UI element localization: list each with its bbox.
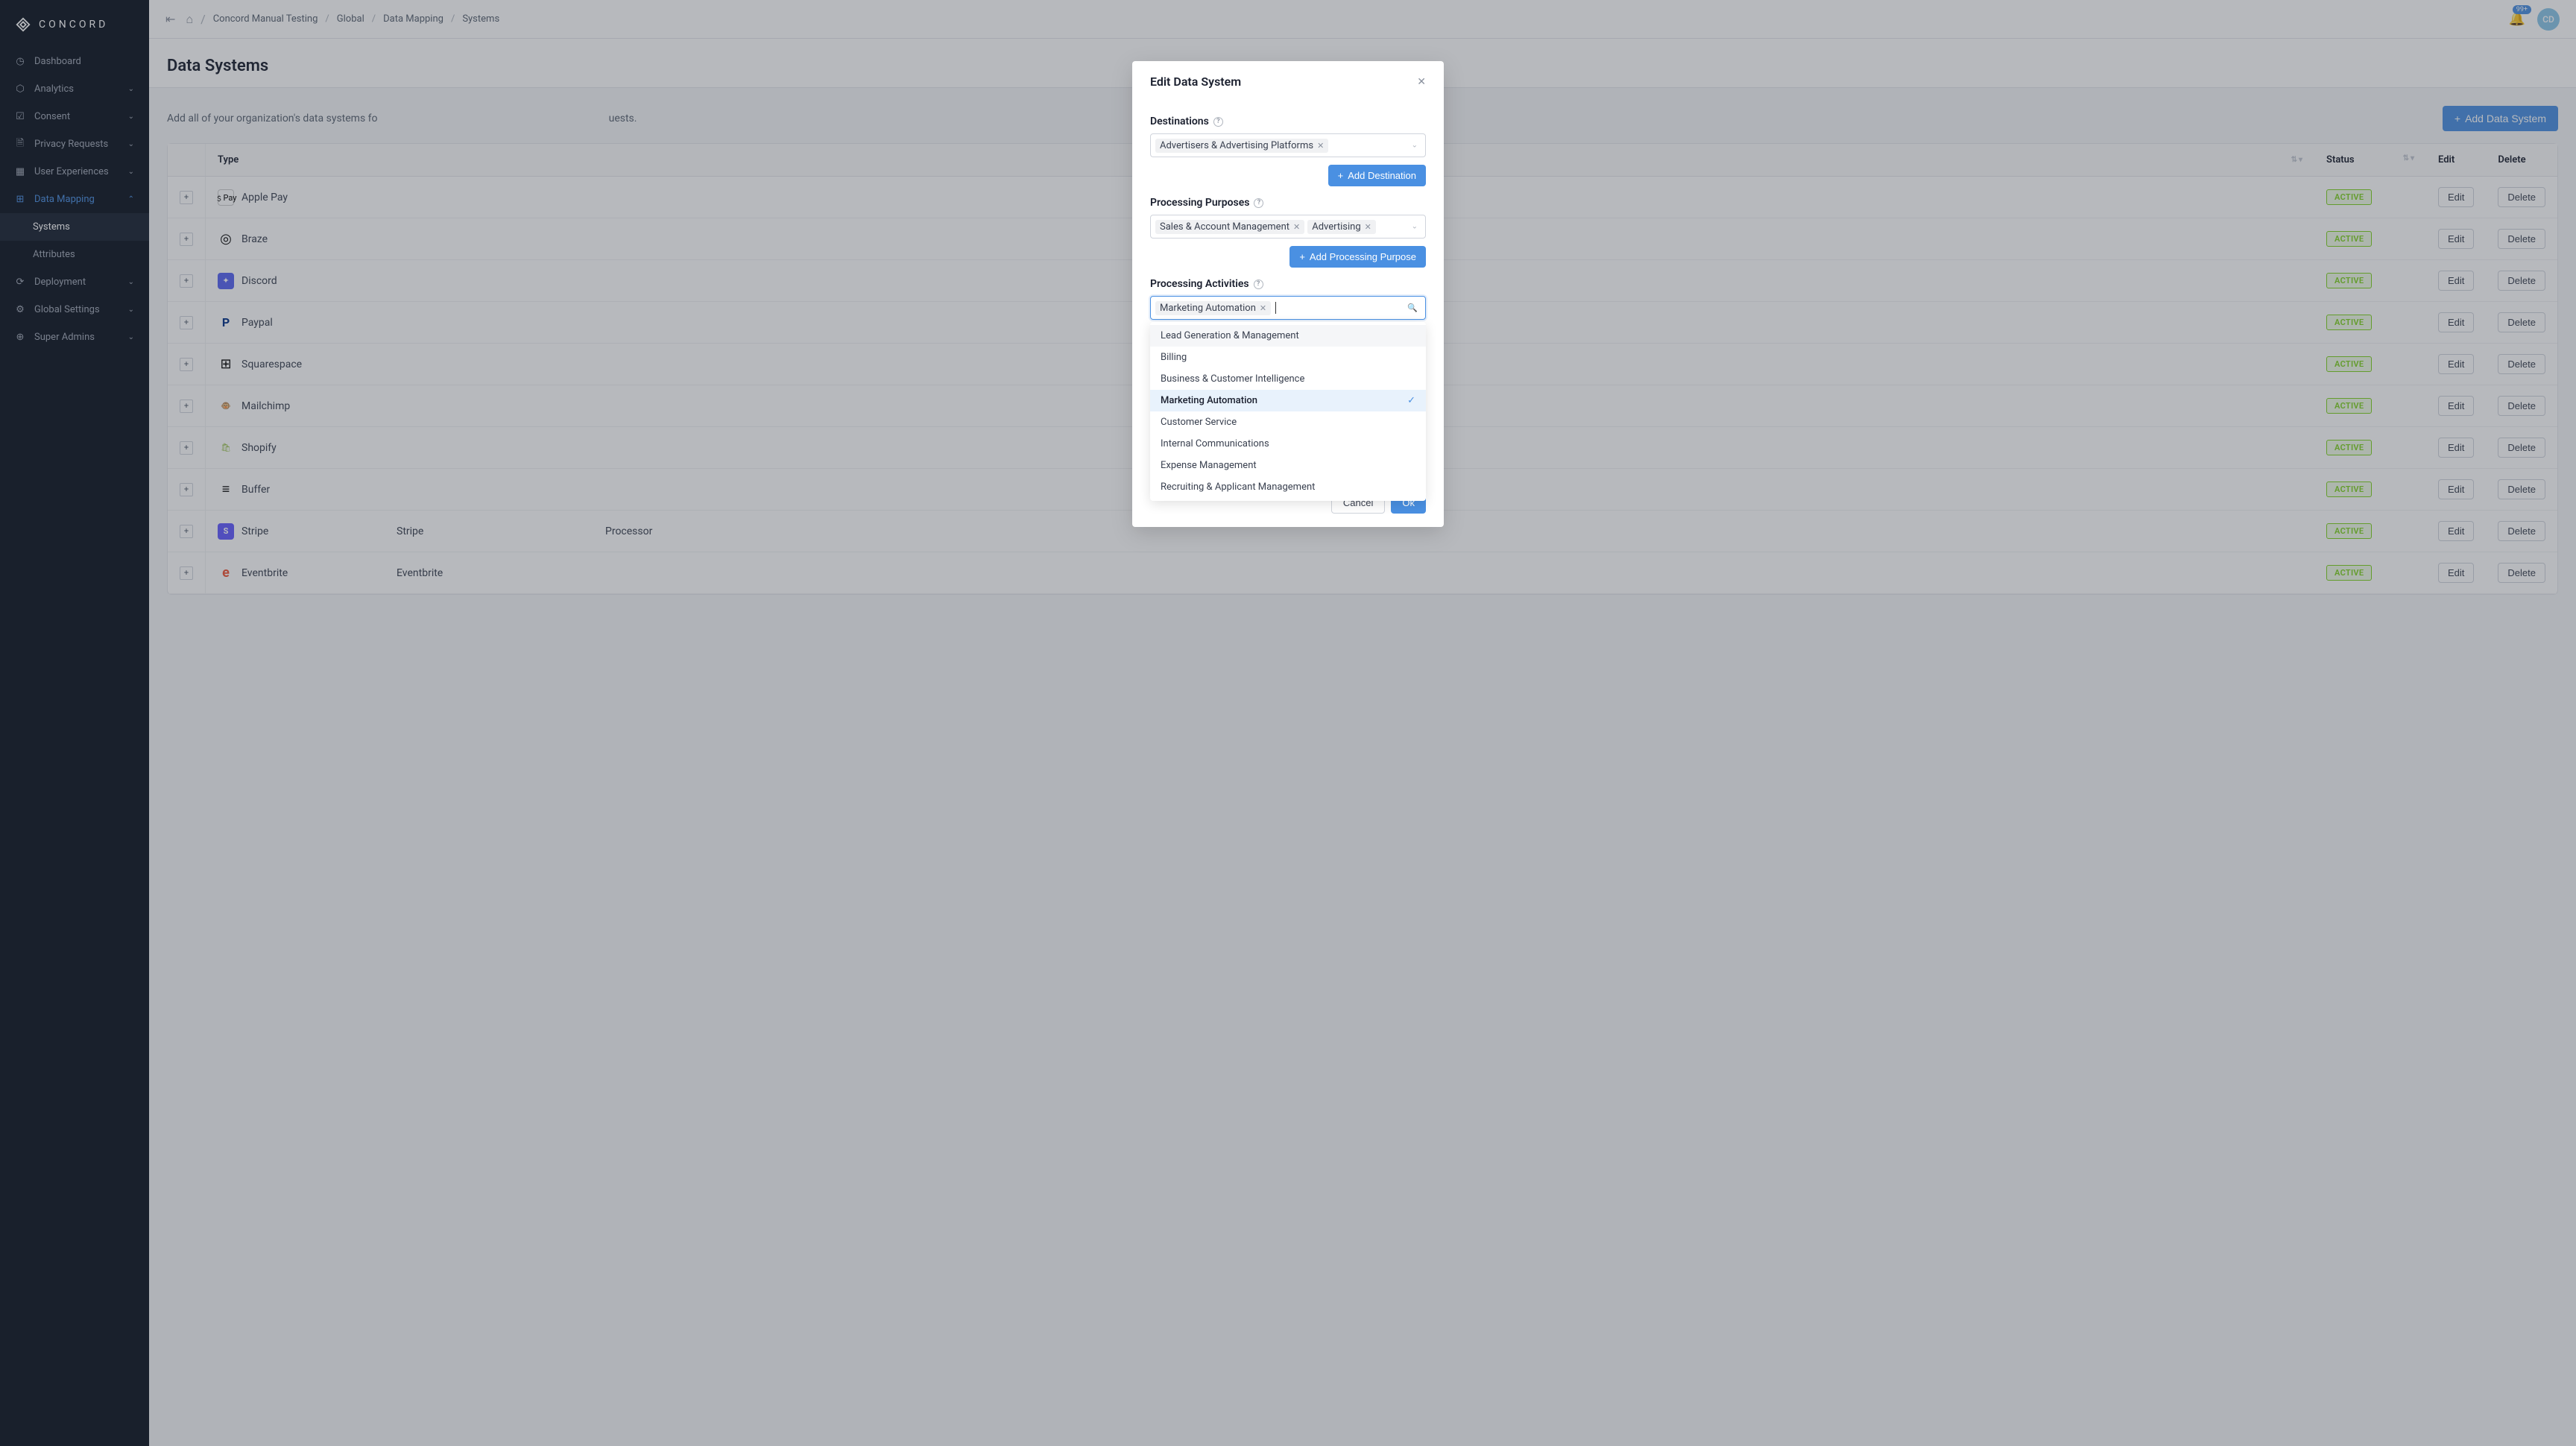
plus-icon: + [1338, 170, 1344, 181]
edit-data-system-modal: Edit Data System ✕ Destinations ? Advert… [1132, 61, 1444, 527]
activities-select[interactable]: Marketing Automation ✕ 🔍 [1150, 296, 1426, 320]
help-icon[interactable]: ? [1254, 280, 1263, 289]
purpose-tag: Sales & Account Management ✕ [1155, 220, 1304, 234]
modal-overlay[interactable]: Edit Data System ✕ Destinations ? Advert… [0, 0, 2576, 1446]
text-cursor [1275, 302, 1276, 314]
search-icon: 🔍 [1407, 303, 1418, 313]
purposes-select[interactable]: Sales & Account Management ✕ Advertising… [1150, 215, 1426, 239]
add-purpose-button[interactable]: + Add Processing Purpose [1289, 246, 1426, 268]
chevron-down-icon: ⌄ [1412, 223, 1418, 231]
activities-label: Processing Activities ? [1150, 278, 1426, 290]
add-destination-button[interactable]: + Add Destination [1328, 165, 1426, 186]
remove-tag-icon[interactable]: ✕ [1260, 303, 1266, 313]
dropdown-option[interactable]: Billing [1150, 347, 1426, 368]
check-icon: ✓ [1407, 395, 1415, 406]
help-icon[interactable]: ? [1254, 198, 1263, 208]
destination-tag: Advertisers & Advertising Platforms ✕ [1155, 139, 1328, 153]
purpose-tag: Advertising ✕ [1307, 220, 1376, 234]
remove-tag-icon[interactable]: ✕ [1365, 222, 1371, 232]
dropdown-option[interactable]: Internal Communications [1150, 433, 1426, 455]
activity-tag: Marketing Automation ✕ [1155, 301, 1271, 315]
destinations-select[interactable]: Advertisers & Advertising Platforms ✕ ⌄ [1150, 133, 1426, 157]
remove-tag-icon[interactable]: ✕ [1293, 222, 1300, 232]
dropdown-option[interactable]: Business & Customer Intelligence [1150, 368, 1426, 390]
modal-title: Edit Data System [1150, 75, 1241, 89]
plus-icon: + [1299, 251, 1305, 262]
activities-dropdown: Lead Generation & ManagementBillingBusin… [1150, 322, 1426, 501]
dropdown-option[interactable]: Marketing Automation✓ [1150, 390, 1426, 411]
remove-tag-icon[interactable]: ✕ [1317, 141, 1324, 151]
help-icon[interactable]: ? [1213, 117, 1223, 127]
purposes-label: Processing Purposes ? [1150, 197, 1426, 209]
chevron-down-icon: ⌄ [1412, 142, 1418, 150]
dropdown-option[interactable]: Customer Service [1150, 411, 1426, 433]
dropdown-option[interactable]: Lead Generation & Management [1150, 325, 1426, 347]
close-icon[interactable]: ✕ [1417, 76, 1426, 88]
dropdown-option[interactable]: Recruiting & Applicant Management [1150, 476, 1426, 498]
dropdown-option[interactable]: Expense Management [1150, 455, 1426, 476]
destinations-label: Destinations ? [1150, 116, 1426, 127]
